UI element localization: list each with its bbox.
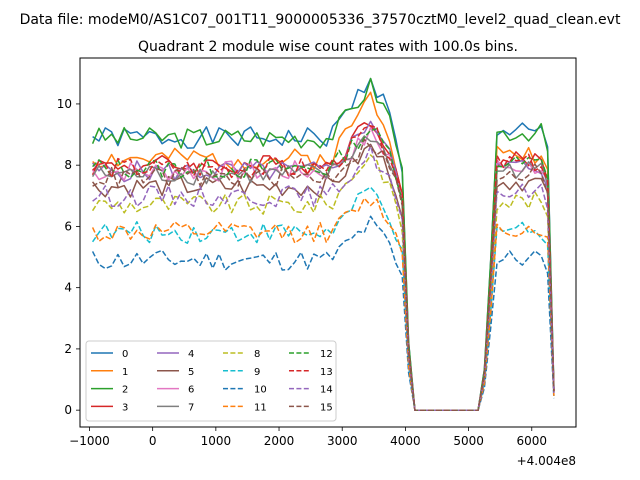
legend-label-5: 5: [188, 367, 194, 378]
legend-label-0: 0: [122, 349, 128, 360]
legend-box: [85, 340, 337, 422]
y-tick-label: 10: [57, 97, 72, 111]
series-line-12: [92, 127, 555, 411]
x-tick-label: 6000: [516, 434, 547, 448]
x-tick-label: 2000: [264, 434, 295, 448]
x-tick-label: 4000: [390, 434, 421, 448]
legend-label-8: 8: [254, 349, 260, 360]
legend-label-7: 7: [188, 402, 194, 413]
legend-label-9: 9: [254, 367, 260, 378]
plot-frame: [79, 57, 577, 428]
legend-label-4: 4: [188, 349, 194, 360]
x-tick-label: −1000: [69, 434, 110, 448]
x-tick-label: 0: [149, 434, 157, 448]
series-line-15: [92, 138, 555, 411]
legend-label-10: 10: [254, 385, 267, 396]
y-tick-label: 6: [64, 219, 72, 233]
legend-label-15: 15: [320, 402, 333, 413]
chart-title: Quadrant 2 module wise count rates with …: [138, 39, 518, 55]
x-tick-label: 5000: [453, 434, 484, 448]
y-tick-label: 4: [64, 281, 72, 295]
legend-label-13: 13: [320, 367, 333, 378]
series-layer: [91, 77, 555, 411]
y-tick-label: 2: [64, 342, 72, 356]
y-tick-label: 8: [64, 158, 72, 172]
y-tick-label: 0: [64, 403, 72, 417]
x-tick-label: 3000: [327, 434, 358, 448]
series-line-10: [91, 215, 555, 411]
x-axis: −1000 0 1000 2000 3000 4000 5000 6000: [69, 427, 547, 448]
legend-label-1: 1: [122, 367, 128, 378]
legend-label-3: 3: [122, 402, 128, 413]
legend-label-14: 14: [320, 385, 333, 396]
legend-label-6: 6: [188, 385, 194, 396]
legend-label-12: 12: [320, 349, 333, 360]
y-axis: 0 2 4 6 8 10: [57, 97, 80, 417]
x-offset-label: +4.004e8: [517, 454, 576, 468]
legend-label-2: 2: [122, 385, 128, 396]
legend-label-11: 11: [254, 402, 267, 413]
figure-suptitle: Data file: modeM0/AS1C07_001T11_90000053…: [20, 12, 621, 28]
x-tick-label: 1000: [201, 434, 232, 448]
